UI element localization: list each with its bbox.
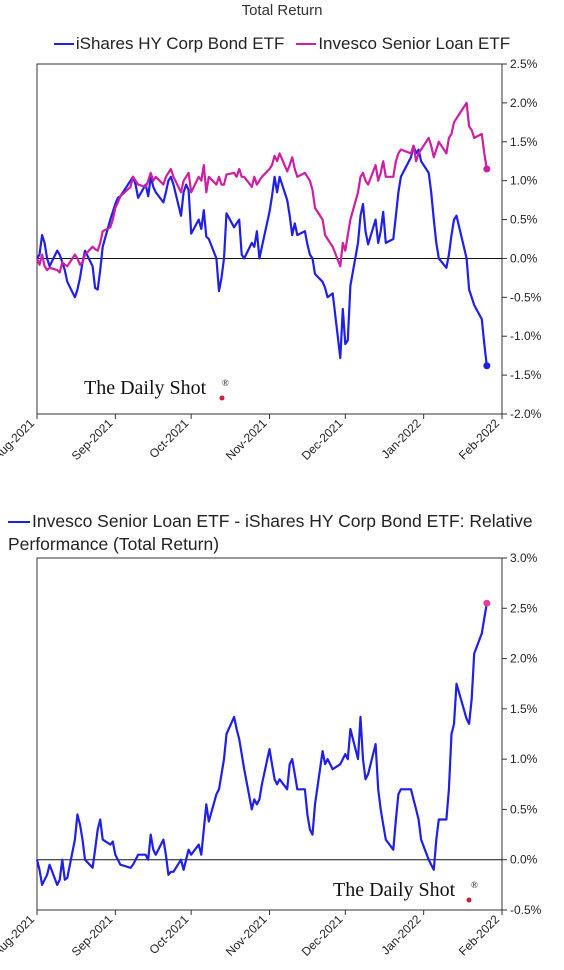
y-tick-label: 1.5%	[510, 702, 538, 716]
y-tick-label: 3.0%	[510, 551, 538, 565]
y-tick-label: -1.0%	[510, 329, 542, 343]
y-tick-label: 1.0%	[510, 752, 538, 766]
x-tick-label: Oct-2021	[146, 416, 191, 461]
x-tick-label: Jan-2022	[378, 416, 424, 462]
y-tick-label: 0.0%	[510, 251, 538, 265]
chart2-title: Invesco Senior Loan ETF - iShares HY Cor…	[8, 510, 548, 556]
y-tick-label: -0.5%	[510, 290, 542, 304]
x-tick-label: Oct-2021	[146, 912, 191, 957]
watermark-registered: ®	[471, 880, 478, 890]
x-tick-label: Dec-2021	[299, 416, 346, 463]
plot-area-frame	[36, 557, 503, 911]
x-tick-label: Nov-2021	[223, 416, 270, 463]
y-tick-label: 2.5%	[510, 601, 538, 615]
watermark-logo: The Daily Shot	[84, 377, 207, 399]
x-tick-label: Feb-2022	[456, 416, 502, 462]
chart1-legend: iShares HY Corp Bond ETF Invesco Senior …	[0, 34, 564, 54]
x-tick-label: Dec-2021	[299, 912, 346, 959]
y-tick-label: 2.5%	[510, 57, 538, 71]
x-tick-label: Jan-2022	[378, 912, 424, 958]
series-end-marker-1	[483, 599, 491, 607]
watermark-dot	[219, 395, 225, 401]
x-tick-label: Feb-2022	[456, 912, 502, 958]
x-tick-label: Nov-2021	[223, 912, 270, 959]
chart1-title: Total Return	[241, 2, 323, 19]
y-tick-label: 0.5%	[510, 802, 538, 816]
y-tick-label: 1.0%	[510, 174, 538, 188]
watermark-registered: ®	[222, 378, 229, 388]
series-end-marker-1	[483, 362, 491, 370]
watermark-logo: The Daily Shot	[333, 879, 456, 901]
y-tick-label: 2.0%	[510, 96, 538, 110]
legend-label-invesco: Invesco Senior Loan ETF	[318, 34, 511, 53]
series-line-2	[35, 101, 488, 274]
x-tick-label: Sep-2021	[69, 912, 116, 959]
plot-area-frame	[36, 63, 503, 415]
legend-label-ishares: iShares HY Corp Bond ETF	[75, 34, 285, 53]
watermark-dot	[466, 897, 472, 903]
legend-item-ishares: iShares HY Corp Bond ETF	[53, 34, 285, 54]
y-tick-label: 2.0%	[510, 652, 538, 666]
legend-item-invesco: Invesco Senior Loan ETF	[296, 34, 510, 54]
y-tick-label: -1.5%	[510, 368, 542, 382]
chart2-title-text: Invesco Senior Loan ETF - iShares HY Cor…	[8, 511, 533, 554]
series-line-1	[35, 603, 488, 887]
x-tick-label: Sep-2021	[69, 416, 116, 463]
y-tick-label: -0.5%	[510, 903, 542, 917]
chart1: 2.5% 2.0% 1.5% 1.0% 0.5% 0.0% -0.5% -1.0% -1.5% -…	[0, 57, 542, 463]
y-tick-label: 0.0%	[510, 853, 538, 867]
x-tick-label: Aug-2021	[0, 912, 37, 959]
legend-swatch-ishares	[53, 43, 74, 45]
chart2-legend-swatch	[8, 521, 30, 524]
series-end-marker-2	[483, 165, 491, 173]
y-tick-label: -2.0%	[510, 407, 542, 421]
x-tick-label: Aug-2021	[0, 416, 37, 463]
legend-swatch-invesco	[296, 43, 317, 45]
chart2: 3.0% 2.5% 2.0% 1.5% 1.0% 0.5% 0.0% -0.5% Aug-202…	[0, 551, 542, 959]
y-tick-label: 1.5%	[510, 135, 538, 149]
y-tick-label: 0.5%	[510, 213, 538, 227]
